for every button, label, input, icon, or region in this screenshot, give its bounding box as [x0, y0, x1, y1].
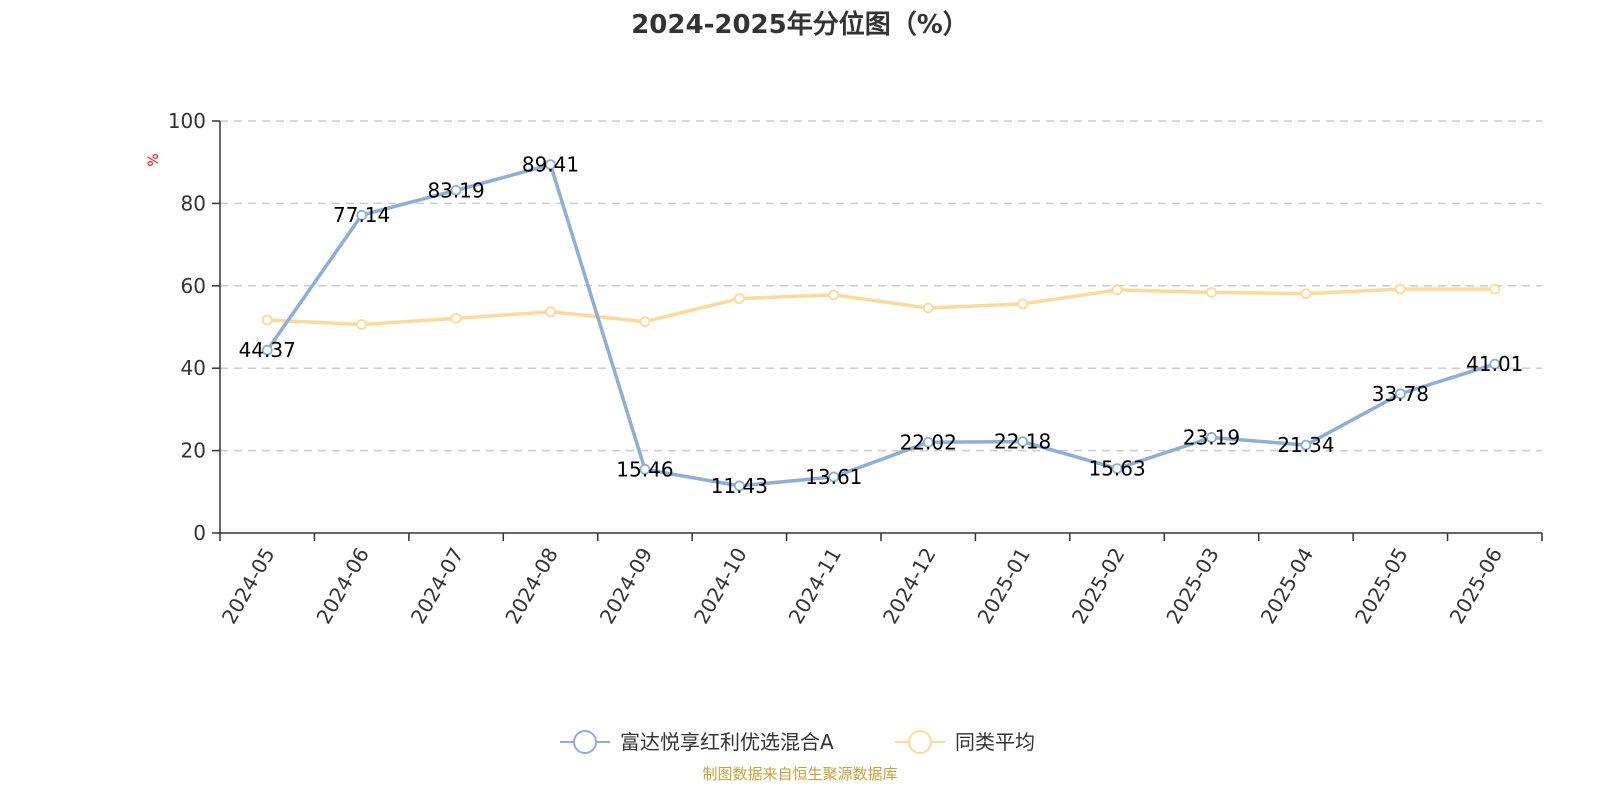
- data-point[interactable]: [450, 184, 462, 196]
- data-point[interactable]: [356, 319, 368, 330]
- legend-label: 同类平均: [955, 730, 1035, 754]
- x-tick-label: 2025-04: [1256, 544, 1319, 628]
- data-labels: 44.37 77.14 83.19 89.41 15.46 11.43 13.61 22.02…: [239, 153, 1524, 498]
- data-label: 13.61: [805, 465, 862, 489]
- data-point[interactable]: [261, 344, 273, 356]
- data-point[interactable]: [733, 293, 745, 304]
- x-tick-label: 2025-03: [1161, 544, 1224, 628]
- x-tick-label: 2025-06: [1445, 544, 1508, 628]
- legend-item-0[interactable]: 富达悦享红利优选混合A: [560, 730, 834, 754]
- legend-circle-icon: [573, 730, 597, 754]
- y-tick-label: 40: [181, 356, 206, 380]
- data-point[interactable]: [639, 463, 651, 475]
- data-point[interactable]: [1111, 463, 1123, 475]
- data-label: 22.18: [994, 430, 1051, 454]
- data-label: 21.34: [1277, 433, 1334, 457]
- data-label: 83.19: [427, 178, 484, 202]
- x-tick-label: 2024-08: [500, 544, 563, 628]
- x-tick-label: 2024-11: [784, 544, 847, 628]
- data-point[interactable]: [1300, 439, 1312, 451]
- y-tick-label: 0: [193, 521, 206, 545]
- legend-circle-icon: [908, 730, 932, 754]
- legend[interactable]: 富达悦享红利优选混合A 同类平均: [560, 730, 1035, 754]
- data-label: 41.01: [1466, 352, 1523, 376]
- data-point[interactable]: [1300, 288, 1312, 300]
- data-label: 44.37: [239, 338, 296, 362]
- y-tick-label: 60: [181, 274, 206, 298]
- data-point[interactable]: [545, 159, 556, 171]
- data-point[interactable]: [922, 436, 934, 448]
- data-point[interactable]: [828, 289, 840, 301]
- data-label: 77.14: [333, 203, 390, 227]
- y-tick-label: 100: [168, 109, 206, 133]
- y-tick-label: 80: [181, 191, 206, 215]
- data-label: 33.78: [1372, 382, 1429, 406]
- data-point[interactable]: [828, 471, 840, 483]
- legend-item-1[interactable]: 同类平均: [895, 730, 1035, 754]
- chart-title: 2024-2025年分位图（%）: [631, 9, 969, 40]
- data-point[interactable]: [733, 480, 745, 492]
- x-tick-label: 2025-02: [1067, 544, 1130, 628]
- data-label: 15.63: [1088, 457, 1145, 481]
- x-tick-label: 2025-01: [972, 544, 1035, 628]
- data-point[interactable]: [450, 312, 462, 324]
- data-point[interactable]: [1489, 283, 1501, 295]
- data-point[interactable]: [1394, 283, 1406, 295]
- y-axis-ticks: 0 20 40 60 80 100: [168, 109, 220, 545]
- y-tick-label: 20: [181, 439, 206, 463]
- data-point[interactable]: [1394, 388, 1406, 400]
- data-label: 15.46: [616, 457, 673, 481]
- grid-lines: [220, 120, 1542, 452]
- series-line-0: [265, 162, 1497, 488]
- data-point[interactable]: [261, 314, 273, 326]
- data-label: 23.19: [1183, 425, 1240, 449]
- axes: [219, 121, 1542, 534]
- series-lines: [261, 159, 1501, 492]
- x-tick-label: 2024-07: [406, 544, 469, 628]
- legend-label: 富达悦享红利优选混合A: [620, 730, 834, 754]
- data-point[interactable]: [1017, 298, 1029, 310]
- data-point[interactable]: [1206, 286, 1217, 298]
- source-note: 制图数据来自恒生聚源数据库: [702, 765, 897, 783]
- data-point[interactable]: [1111, 284, 1123, 296]
- data-label: 89.41: [522, 153, 579, 177]
- x-tick-label: 2024-06: [311, 544, 374, 628]
- data-point[interactable]: [1017, 436, 1029, 448]
- x-tick-label: 2024-12: [878, 544, 941, 628]
- x-tick-label: 2025-05: [1350, 544, 1413, 628]
- data-point[interactable]: [639, 316, 651, 328]
- data-label: 11.43: [711, 474, 768, 498]
- series-line-1: [265, 287, 1497, 327]
- y-axis-unit-label: %: [146, 153, 162, 166]
- x-axis-ticks: 2024-05 2024-06 2024-07 2024-08 2024-09 2024-…: [217, 533, 1543, 628]
- data-point[interactable]: [922, 302, 934, 314]
- data-point[interactable]: [1489, 358, 1501, 370]
- data-point[interactable]: [545, 306, 556, 318]
- x-tick-label: 2024-05: [217, 544, 280, 628]
- data-point[interactable]: [356, 209, 368, 221]
- data-label: 22.02: [900, 430, 957, 454]
- x-tick-label: 2024-09: [595, 544, 658, 628]
- data-point[interactable]: [1206, 432, 1217, 443]
- x-tick-label: 2024-10: [689, 544, 752, 628]
